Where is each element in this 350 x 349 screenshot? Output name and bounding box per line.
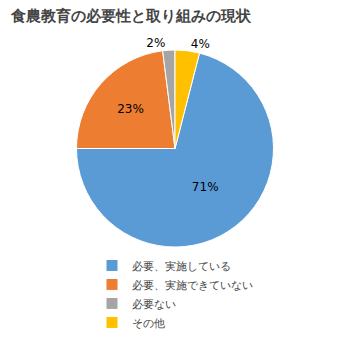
svg-text:必要、実施できていない: 必要、実施できていない [132,279,253,292]
svg-text:必要ない: 必要ない [132,298,176,311]
svg-text:23%: 23% [117,102,144,116]
svg-text:71%: 71% [192,180,219,194]
svg-text:その他: その他 [132,317,165,330]
svg-text:2%: 2% [146,36,165,50]
svg-text:食農教育の必要性と取り組みの現状: 食農教育の必要性と取り組みの現状 [10,7,252,25]
svg-text:必要、実施している: 必要、実施している [132,260,231,273]
svg-text:4%: 4% [191,37,210,51]
